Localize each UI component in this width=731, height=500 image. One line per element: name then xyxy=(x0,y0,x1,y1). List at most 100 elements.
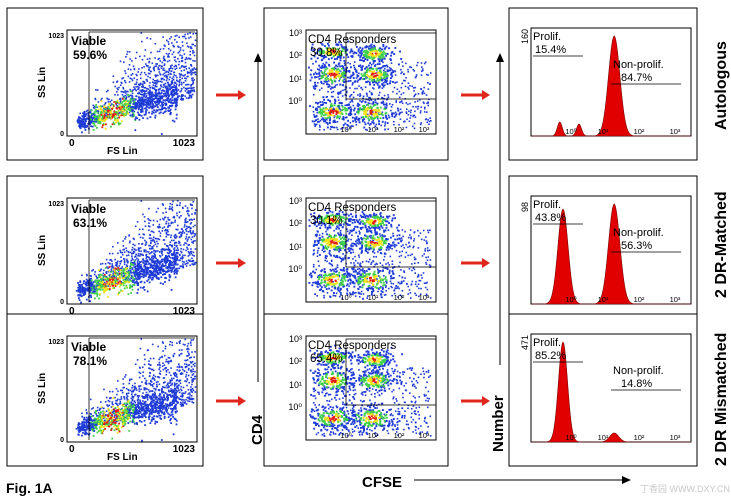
scatter-dot xyxy=(190,250,193,253)
density-dot xyxy=(101,120,104,122)
scatter-dot xyxy=(102,275,105,277)
density-dot xyxy=(129,279,131,282)
density-dot xyxy=(170,289,173,291)
scatter-dot xyxy=(184,228,187,231)
density-dot xyxy=(150,266,153,268)
density-dot xyxy=(77,288,80,291)
density-dot xyxy=(91,283,94,286)
scatter-dot xyxy=(164,59,166,62)
density-dot xyxy=(322,50,325,53)
scatter-dot xyxy=(358,230,361,232)
scatter-dot xyxy=(312,106,314,108)
density-dot xyxy=(145,95,148,97)
density-dot xyxy=(122,108,124,111)
scatter-dot xyxy=(359,262,362,265)
scatter-dot xyxy=(176,76,178,79)
scatter-dot xyxy=(404,79,406,82)
density-dot xyxy=(83,292,85,295)
scatter-dot xyxy=(162,77,164,80)
density-dot xyxy=(310,76,313,79)
scatter-dot xyxy=(133,251,136,253)
scatter-dot xyxy=(358,286,361,288)
scatter-dot xyxy=(195,209,197,211)
density-dot xyxy=(152,274,155,276)
density-dot xyxy=(81,131,83,134)
density-dot xyxy=(158,261,160,264)
density-dot xyxy=(395,113,398,116)
density-dot xyxy=(130,101,133,104)
scatter-dot xyxy=(362,95,365,98)
cfse-arrow-head xyxy=(622,476,631,484)
density-dot xyxy=(160,84,162,87)
scatter-dot xyxy=(86,109,89,112)
density-dot xyxy=(334,100,337,102)
density-dot xyxy=(118,285,121,288)
density-dot xyxy=(79,124,82,127)
scatter-dot xyxy=(370,263,372,265)
density-dot xyxy=(143,289,146,291)
density-dot xyxy=(95,120,97,123)
density-dot xyxy=(169,269,172,272)
scatter-dot xyxy=(414,262,416,265)
scatter-dot xyxy=(359,93,361,95)
density-dot xyxy=(105,288,107,290)
y-tick-label: 10¹ xyxy=(289,74,302,84)
density-dot xyxy=(382,117,385,119)
scatter-dot xyxy=(392,90,394,93)
scatter-dot xyxy=(340,128,342,130)
density-dot xyxy=(394,70,397,73)
scatter-dot xyxy=(368,99,371,102)
scatter-dot xyxy=(162,69,164,71)
scatter-dot xyxy=(161,230,164,232)
scatter-dot xyxy=(192,230,194,232)
density-dot xyxy=(133,100,136,103)
density-dot xyxy=(93,123,96,126)
density-dot xyxy=(147,276,150,278)
x-tick-label: 10¹ xyxy=(368,125,379,134)
scatter-dot xyxy=(121,253,124,256)
scatter-dot xyxy=(367,106,370,109)
scatter-dot xyxy=(192,82,194,84)
scatter-dot xyxy=(401,239,403,241)
density-dot xyxy=(120,114,123,117)
scatter-dot xyxy=(148,225,150,227)
figure-label: Fig. 1A xyxy=(6,480,53,496)
density-dot xyxy=(99,117,101,119)
scatter-dot xyxy=(185,77,187,80)
scatter-dot xyxy=(131,267,133,269)
density-dot xyxy=(371,52,374,55)
density-dot xyxy=(127,105,130,108)
scatter-dot xyxy=(400,237,403,239)
scatter-dot xyxy=(422,101,425,103)
scatter-dot xyxy=(180,215,182,217)
density-dot xyxy=(92,129,95,131)
scatter-dot xyxy=(102,278,105,281)
scatter-dot xyxy=(178,241,181,244)
density-dot xyxy=(381,58,384,61)
scatter-dot xyxy=(410,114,412,117)
scatter-dot xyxy=(333,66,336,69)
scatter-dot xyxy=(129,271,132,273)
density-dot xyxy=(90,118,92,121)
density-dot xyxy=(376,103,379,106)
density-dot xyxy=(136,265,139,268)
density-dot xyxy=(104,289,107,291)
scatter-dot xyxy=(168,234,170,236)
scatter-dot xyxy=(150,230,153,233)
scatter-dot xyxy=(139,106,141,109)
scatter-dot xyxy=(148,225,151,228)
density-dot xyxy=(364,108,367,110)
density-dot xyxy=(112,103,115,106)
scatter-dot xyxy=(424,106,426,109)
scatter-dot xyxy=(171,53,174,56)
scatter-dot xyxy=(417,229,419,232)
density-dot xyxy=(328,52,331,55)
scatter-dot xyxy=(154,243,157,245)
scatter-dot xyxy=(191,43,193,46)
scatter-dot xyxy=(395,100,398,102)
scatter-dot xyxy=(167,71,170,74)
scatter-dot xyxy=(409,66,411,68)
density-dot xyxy=(332,112,335,114)
density-dot xyxy=(100,284,102,287)
scatter-dot xyxy=(405,243,407,246)
